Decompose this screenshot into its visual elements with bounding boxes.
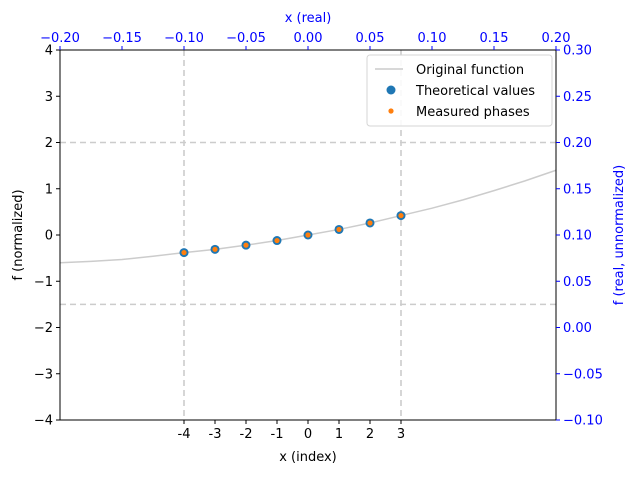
top-axis-tick-label: −0.05 bbox=[226, 31, 266, 46]
right-axis-label: f (real, unnormalized) bbox=[612, 165, 627, 305]
data-point-measured-phases bbox=[243, 242, 249, 248]
y-axis-tick-label: 2 bbox=[45, 136, 53, 151]
y-axis-tick-label: −4 bbox=[34, 414, 53, 429]
y-axis-tick-label: −1 bbox=[34, 275, 53, 290]
top-axis-tick-label: −0.10 bbox=[164, 31, 204, 46]
y-axis-tick-label: −2 bbox=[34, 321, 53, 336]
x-axis-tick-label: 2 bbox=[366, 427, 374, 442]
top-axis-tick-label: 0.10 bbox=[418, 31, 447, 46]
right-axis-tick-label: 0.15 bbox=[563, 182, 592, 197]
x-axis-tick-label: -1 bbox=[271, 427, 284, 442]
top-axis-tick-label: −0.20 bbox=[40, 31, 80, 46]
data-marks bbox=[59, 169, 557, 264]
y-axis-tick-label: 4 bbox=[45, 44, 53, 59]
right-axis-tick-label: −0.10 bbox=[563, 414, 603, 429]
legend-frame bbox=[366, 54, 553, 127]
data-point-measured-phases bbox=[398, 212, 404, 219]
right-axis-tick-label: 0.10 bbox=[563, 229, 592, 244]
top-axis-label: x (real) bbox=[285, 11, 332, 26]
legend-label-original-function: Original function bbox=[416, 63, 524, 78]
right-axis-tick-label: 0.05 bbox=[563, 275, 592, 290]
y-axis-label: f (normalized) bbox=[11, 189, 26, 280]
x-axis-tick-label: -4 bbox=[178, 427, 191, 442]
right-axis-tick-label: 0.30 bbox=[563, 44, 592, 59]
data-point-measured-phases bbox=[367, 220, 373, 226]
data-point-measured-phases bbox=[181, 249, 187, 256]
x-axis-tick-label: -3 bbox=[209, 427, 222, 442]
top-axis-tick-label: 0.05 bbox=[356, 31, 385, 46]
data-point-measured-phases bbox=[305, 232, 311, 238]
data-point-measured-phases bbox=[336, 226, 342, 233]
x-axis-tick-label: -2 bbox=[240, 427, 253, 442]
right-axis-tick-label: −0.05 bbox=[563, 367, 603, 382]
x-axis-label: x (index) bbox=[279, 450, 337, 465]
y-axis-tick-label: −3 bbox=[34, 367, 53, 382]
top-axis-tick-label: 0.00 bbox=[294, 31, 323, 46]
top-axis-tick-label: 0.15 bbox=[480, 31, 509, 46]
right-axis-tick-label: 0.00 bbox=[563, 321, 592, 336]
x-axis-tick-label: 1 bbox=[335, 427, 343, 442]
legend: Original function Theoretical values Mea… bbox=[366, 54, 553, 127]
y-axis-tick-label: 1 bbox=[45, 182, 53, 197]
y-axis-tick-label: 3 bbox=[45, 90, 53, 105]
y-axis-tick-label: 0 bbox=[45, 229, 53, 244]
legend-label-measured-phases: Measured phases bbox=[416, 105, 530, 120]
x-axis-tick-label: 3 bbox=[397, 427, 405, 442]
x-axis-tick-label: 0 bbox=[304, 427, 312, 442]
top-axis-tick-label: −0.15 bbox=[102, 31, 142, 46]
data-point-measured-phases bbox=[274, 237, 280, 244]
axes: -4 -3 -2 -1 0 1 2 3 −4 −3 −2 −1 0 1 2 3 4−0.20 −0.15 −0.10… bbox=[34, 31, 603, 442]
legend-marker-measured-phases bbox=[388, 108, 394, 114]
legend-marker-theoretical-values bbox=[386, 85, 396, 95]
top-axis-tick-label: 0.20 bbox=[542, 31, 571, 46]
legend-label-theoretical-values: Theoretical values bbox=[415, 84, 535, 99]
data-point-measured-phases bbox=[212, 246, 218, 252]
right-axis-tick-label: 0.25 bbox=[563, 90, 592, 105]
right-axis-tick-label: 0.20 bbox=[563, 136, 592, 151]
